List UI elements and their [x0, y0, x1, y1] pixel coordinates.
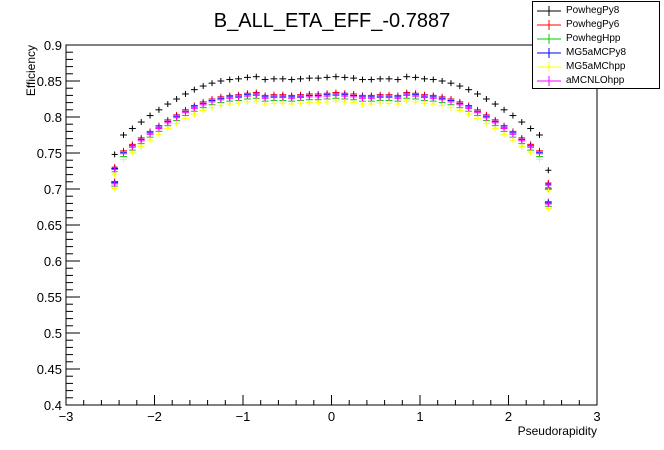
legend-swatch-icon: [537, 62, 561, 72]
y-tick-label: 0.7: [44, 182, 62, 197]
y-tick-label: 0.75: [37, 146, 62, 161]
legend-item-mg5amchpp: MG5aMChpp: [533, 60, 659, 74]
x-tick-label: 1: [416, 409, 423, 424]
series-powheghpp: [111, 95, 552, 210]
legend-swatch-icon: [537, 34, 561, 44]
y-tick-label: 0.9: [44, 38, 62, 53]
y-tick-label: 0.55: [37, 290, 62, 305]
legend-item-powhegpy6: PowhegPy6: [533, 18, 659, 32]
y-tick-label: 0.45: [37, 362, 62, 377]
legend-item-powhegpy8: PowhegPy8: [533, 4, 659, 18]
series-mg5amcpy8: [111, 90, 552, 206]
x-axis-label: Pseudorapidity: [518, 424, 597, 438]
legend-label: MG5aMChpp: [566, 61, 626, 72]
legend: PowhegPy8 PowhegPy6 PowhegHpp MG5aMCPy8 …: [532, 1, 660, 89]
x-tick-label: 3: [593, 409, 600, 424]
x-tick-label: 2: [505, 409, 512, 424]
y-tick-label: 0.6: [44, 254, 62, 269]
legend-swatch-icon: [537, 6, 561, 16]
x-tick-label: −2: [147, 409, 162, 424]
plot-frame: [65, 44, 598, 406]
y-tick-label: 0.4: [44, 398, 62, 413]
legend-item-mg5amcpy8: MG5aMCPy8: [533, 46, 659, 60]
x-tick-label: 0: [328, 409, 335, 424]
legend-label: MG5aMCPy8: [566, 47, 627, 58]
y-tick-label: 0.5: [44, 326, 62, 341]
series-mg5amchpp: [111, 98, 552, 212]
axis-ticks: −3 −2 −1 0 1 2 3 0.4 0.45 0.5 0.55 0.6 0.65 0.7 0.75 0.…: [37, 38, 601, 424]
series-amcnlohpp: [111, 92, 552, 207]
legend-label: PowhegHpp: [566, 33, 621, 44]
chart-title: B_ALL_ETA_EFF_-0.7887: [214, 10, 450, 32]
series-powhegpy8: [111, 73, 552, 192]
legend-label: aMCNLOhpp: [566, 75, 625, 86]
legend-swatch-icon: [537, 48, 561, 58]
y-axis-label: Efficiency: [24, 45, 38, 96]
legend-swatch-icon: [537, 20, 561, 30]
y-tick-label: 0.8: [44, 110, 62, 125]
x-tick-label: −1: [236, 409, 251, 424]
legend-swatch-icon: [537, 76, 561, 86]
data-marks: [111, 73, 552, 212]
series-powhegpy6: [111, 89, 552, 205]
legend-label: PowhegPy8: [566, 5, 620, 16]
legend-label: PowhegPy6: [566, 19, 620, 30]
legend-item-powheghpp: PowhegHpp: [533, 32, 659, 46]
x-tick-label: −3: [59, 409, 74, 424]
y-tick-label: 0.65: [37, 218, 62, 233]
legend-item-amcnlohpp: aMCNLOhpp: [533, 74, 659, 88]
y-tick-label: 0.85: [37, 74, 62, 89]
